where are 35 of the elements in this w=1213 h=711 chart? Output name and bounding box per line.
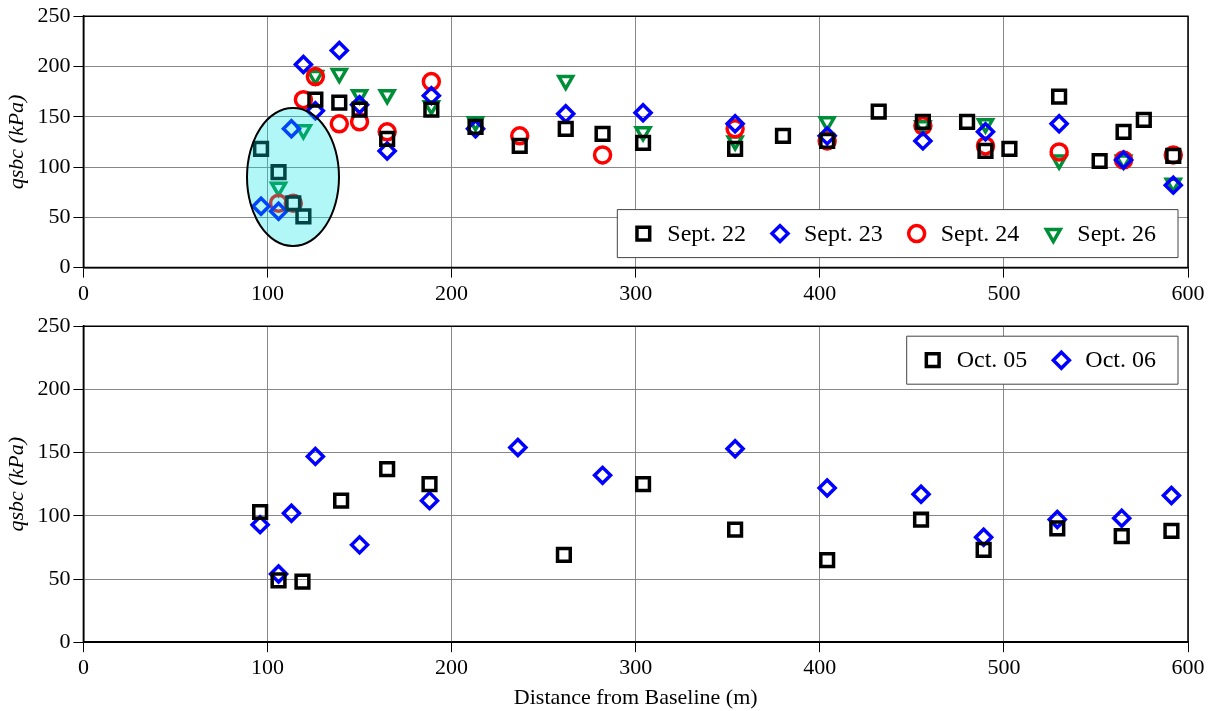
legend-label: Sept. 23 bbox=[804, 219, 883, 246]
x-tick-label: 300 bbox=[619, 279, 653, 305]
y-tick-label: 150 bbox=[37, 438, 71, 464]
x-tick-label: 600 bbox=[1171, 279, 1205, 305]
x-tick-label: 500 bbox=[987, 654, 1021, 680]
y-tick-label: 100 bbox=[37, 501, 71, 527]
y-axis-title: qsbc (kPa) bbox=[2, 436, 28, 532]
legend-label: Sept. 22 bbox=[667, 219, 746, 246]
x-tick-label: 100 bbox=[251, 654, 284, 680]
y-tick-label: 200 bbox=[37, 375, 71, 401]
x-axis-title: Distance from Baseline (m) bbox=[513, 683, 758, 709]
y-tick-label: 0 bbox=[59, 627, 71, 653]
x-tick-label: 400 bbox=[803, 279, 837, 305]
legend-label: Oct. 06 bbox=[1085, 346, 1156, 373]
y-axis-title: qsbc (kPa) bbox=[2, 94, 28, 190]
x-tick-label: 400 bbox=[803, 654, 837, 680]
x-tick-label: 200 bbox=[435, 279, 469, 305]
y-tick-label: 250 bbox=[37, 1, 71, 27]
x-tick-label: 0 bbox=[77, 654, 89, 680]
x-tick-label: 300 bbox=[619, 654, 653, 680]
x-tick-label: 100 bbox=[251, 279, 284, 305]
legend-label: Sept. 26 bbox=[1077, 219, 1156, 246]
y-tick-label: 50 bbox=[48, 564, 71, 590]
legend-label: Oct. 05 bbox=[956, 346, 1028, 373]
x-tick-label: 500 bbox=[987, 279, 1021, 305]
y-tick-label: 150 bbox=[37, 102, 71, 128]
y-tick-label: 200 bbox=[37, 52, 71, 78]
y-tick-label: 0 bbox=[59, 253, 71, 279]
y-tick-label: 50 bbox=[48, 203, 71, 229]
x-tick-label: 600 bbox=[1171, 654, 1205, 680]
x-tick-label: 200 bbox=[435, 654, 469, 680]
y-tick-label: 250 bbox=[37, 311, 71, 337]
legend-label: Sept. 24 bbox=[940, 219, 1020, 246]
x-tick-label: 0 bbox=[77, 279, 89, 305]
y-tick-label: 100 bbox=[37, 152, 71, 178]
